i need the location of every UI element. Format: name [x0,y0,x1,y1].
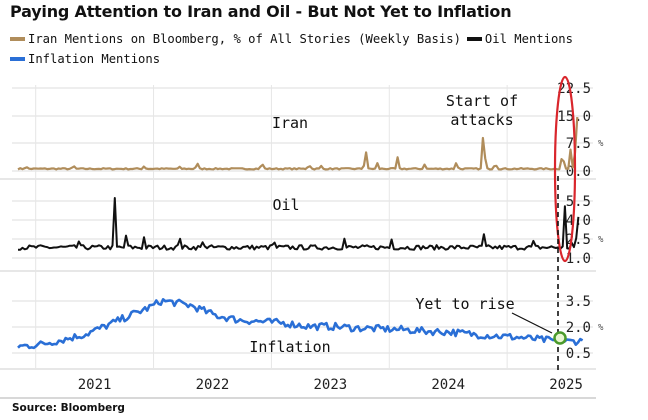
legend-swatch-inflation [10,56,25,61]
legend: Iran Mentions on Bloomberg, % of All Sto… [10,29,640,69]
panel-bg-1 [10,180,596,270]
series-line-oil [18,197,580,251]
percent-symbol-p2: % [598,323,604,333]
panel-bg-2 [10,272,596,368]
y-tick-label-p0-2: 7.5 [566,136,591,152]
legend-item-oil: Oil Mentions [466,29,573,49]
y-tick-label-p2-0: 3.5 [566,294,591,310]
x-tick-label-1: 2022 [196,377,230,393]
legend-item-inflation: Inflation Mentions [10,49,160,69]
inflation-endpoint-marker [553,331,567,345]
y-tick-label-p0-0: 22.5 [557,81,591,97]
highlight-ellipse [553,75,577,263]
legend-swatch-oil [466,36,482,41]
annotation-start-of-attacks-1: attacks [450,111,513,129]
source-note: Source: Bloomberg [12,402,125,414]
annotation-start-of-attacks-0: Start of [446,92,518,110]
percent-symbol-p1: % [598,235,604,245]
x-tick-label-0: 2021 [78,377,112,393]
legend-swatch-iran [10,36,25,41]
percent-symbol-p0: % [598,139,604,149]
legend-label-oil: Oil Mentions [484,32,573,46]
panel-label-2: Inflation [249,338,330,356]
panel-label-0: Iran [272,114,308,132]
y-tick-label-p1-0: 5.5 [566,194,591,210]
panel-bg-0 [10,85,596,178]
annotation-yet-to-rise: Yet to rise [415,295,514,313]
legend-item-iran: Iran Mentions on Bloomberg, % of All Sto… [10,29,461,49]
panel-label-1: Oil [272,196,299,214]
legend-label-iran: Iran Mentions on Bloomberg, % of All Sto… [28,32,461,46]
x-tick-label-4: 2025 [549,377,583,393]
series-line-iran [17,117,579,171]
y-tick-label-p2-2: 0.5 [566,346,591,362]
x-tick-label-3: 2024 [431,377,465,393]
y-tick-label-p1-3: 1.0 [566,251,591,267]
annotation-arrow [511,312,553,334]
y-tick-label-p2-1: 2.0 [566,320,591,336]
chart-title: Paying Attention to Iran and Oil - But N… [10,2,512,21]
legend-label-inflation: Inflation Mentions [28,52,161,66]
series-line-inflation [17,297,584,350]
x-tick-label-2: 2023 [313,377,347,393]
